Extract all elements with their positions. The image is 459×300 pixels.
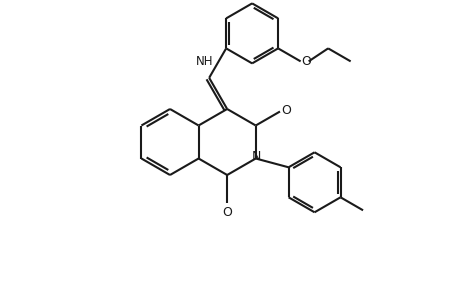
- Text: O: O: [280, 104, 290, 117]
- Text: O: O: [301, 55, 311, 68]
- Text: NH: NH: [196, 55, 213, 68]
- Text: N: N: [252, 150, 261, 163]
- Text: O: O: [222, 206, 232, 218]
